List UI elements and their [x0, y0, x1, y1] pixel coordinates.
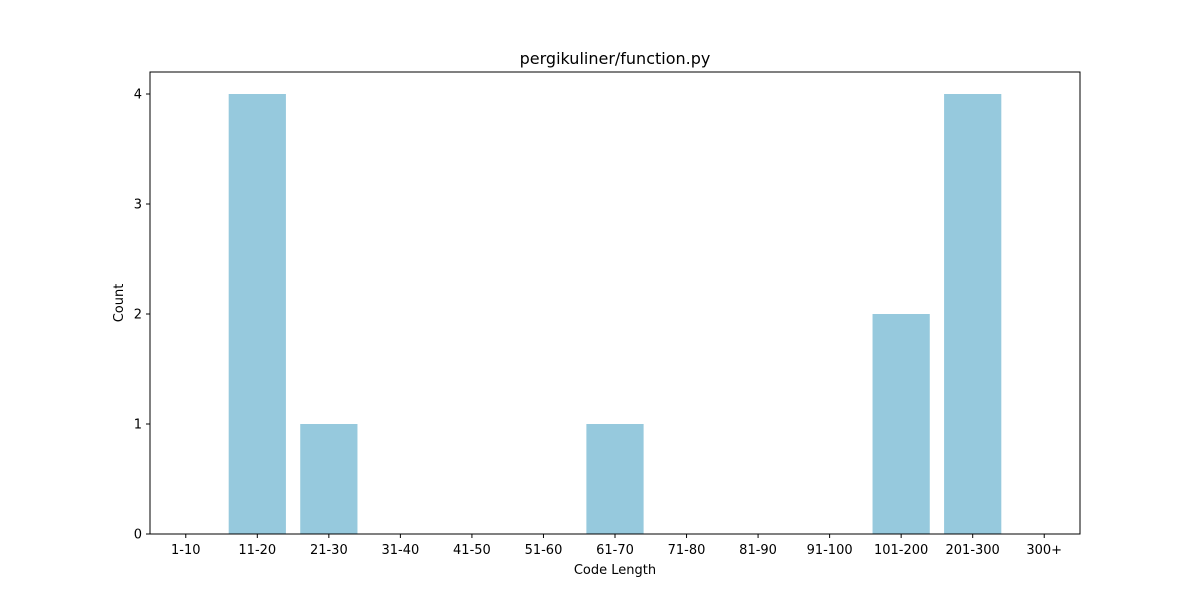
bar-21-30 [300, 424, 358, 534]
bar-11-20 [228, 94, 286, 534]
x-tick-label: 201-300 [946, 543, 1000, 558]
y-tick-label: 0 [134, 528, 142, 543]
bars-group [228, 94, 1002, 534]
bar-101-200 [872, 314, 930, 534]
bar-201-300 [944, 94, 1002, 534]
plot-frame [149, 71, 1081, 535]
y-axis-ticks: 0 1 2 3 4 [134, 88, 150, 543]
x-tick-label: 31-40 [381, 543, 419, 558]
x-tick-label: 91-100 [807, 543, 853, 558]
x-tick-label: 81-90 [739, 543, 777, 558]
x-tick-label: 41-50 [453, 543, 491, 558]
x-axis-ticks: 1-10 11-20 21-30 31-40 41-50 51-60 61-70 71-80 8… [171, 534, 1062, 558]
chart-title: pergikuliner/function.py [520, 49, 711, 68]
x-tick-label: 300+ [1026, 543, 1062, 558]
y-tick-label: 2 [134, 308, 142, 323]
y-tick-label: 3 [134, 198, 142, 213]
y-tick-label: 4 [134, 88, 142, 103]
x-tick-label: 101-200 [874, 543, 928, 558]
x-axis-label: Code Length [574, 563, 656, 578]
bar-61-70 [586, 424, 644, 534]
x-tick-label: 11-20 [238, 543, 276, 558]
y-tick-label: 1 [134, 418, 142, 433]
x-tick-label: 21-30 [310, 543, 348, 558]
x-tick-label: 1-10 [171, 543, 201, 558]
x-tick-label: 61-70 [596, 543, 634, 558]
x-tick-label: 71-80 [668, 543, 706, 558]
x-tick-label: 51-60 [525, 543, 563, 558]
y-axis-label: Count [112, 284, 127, 323]
